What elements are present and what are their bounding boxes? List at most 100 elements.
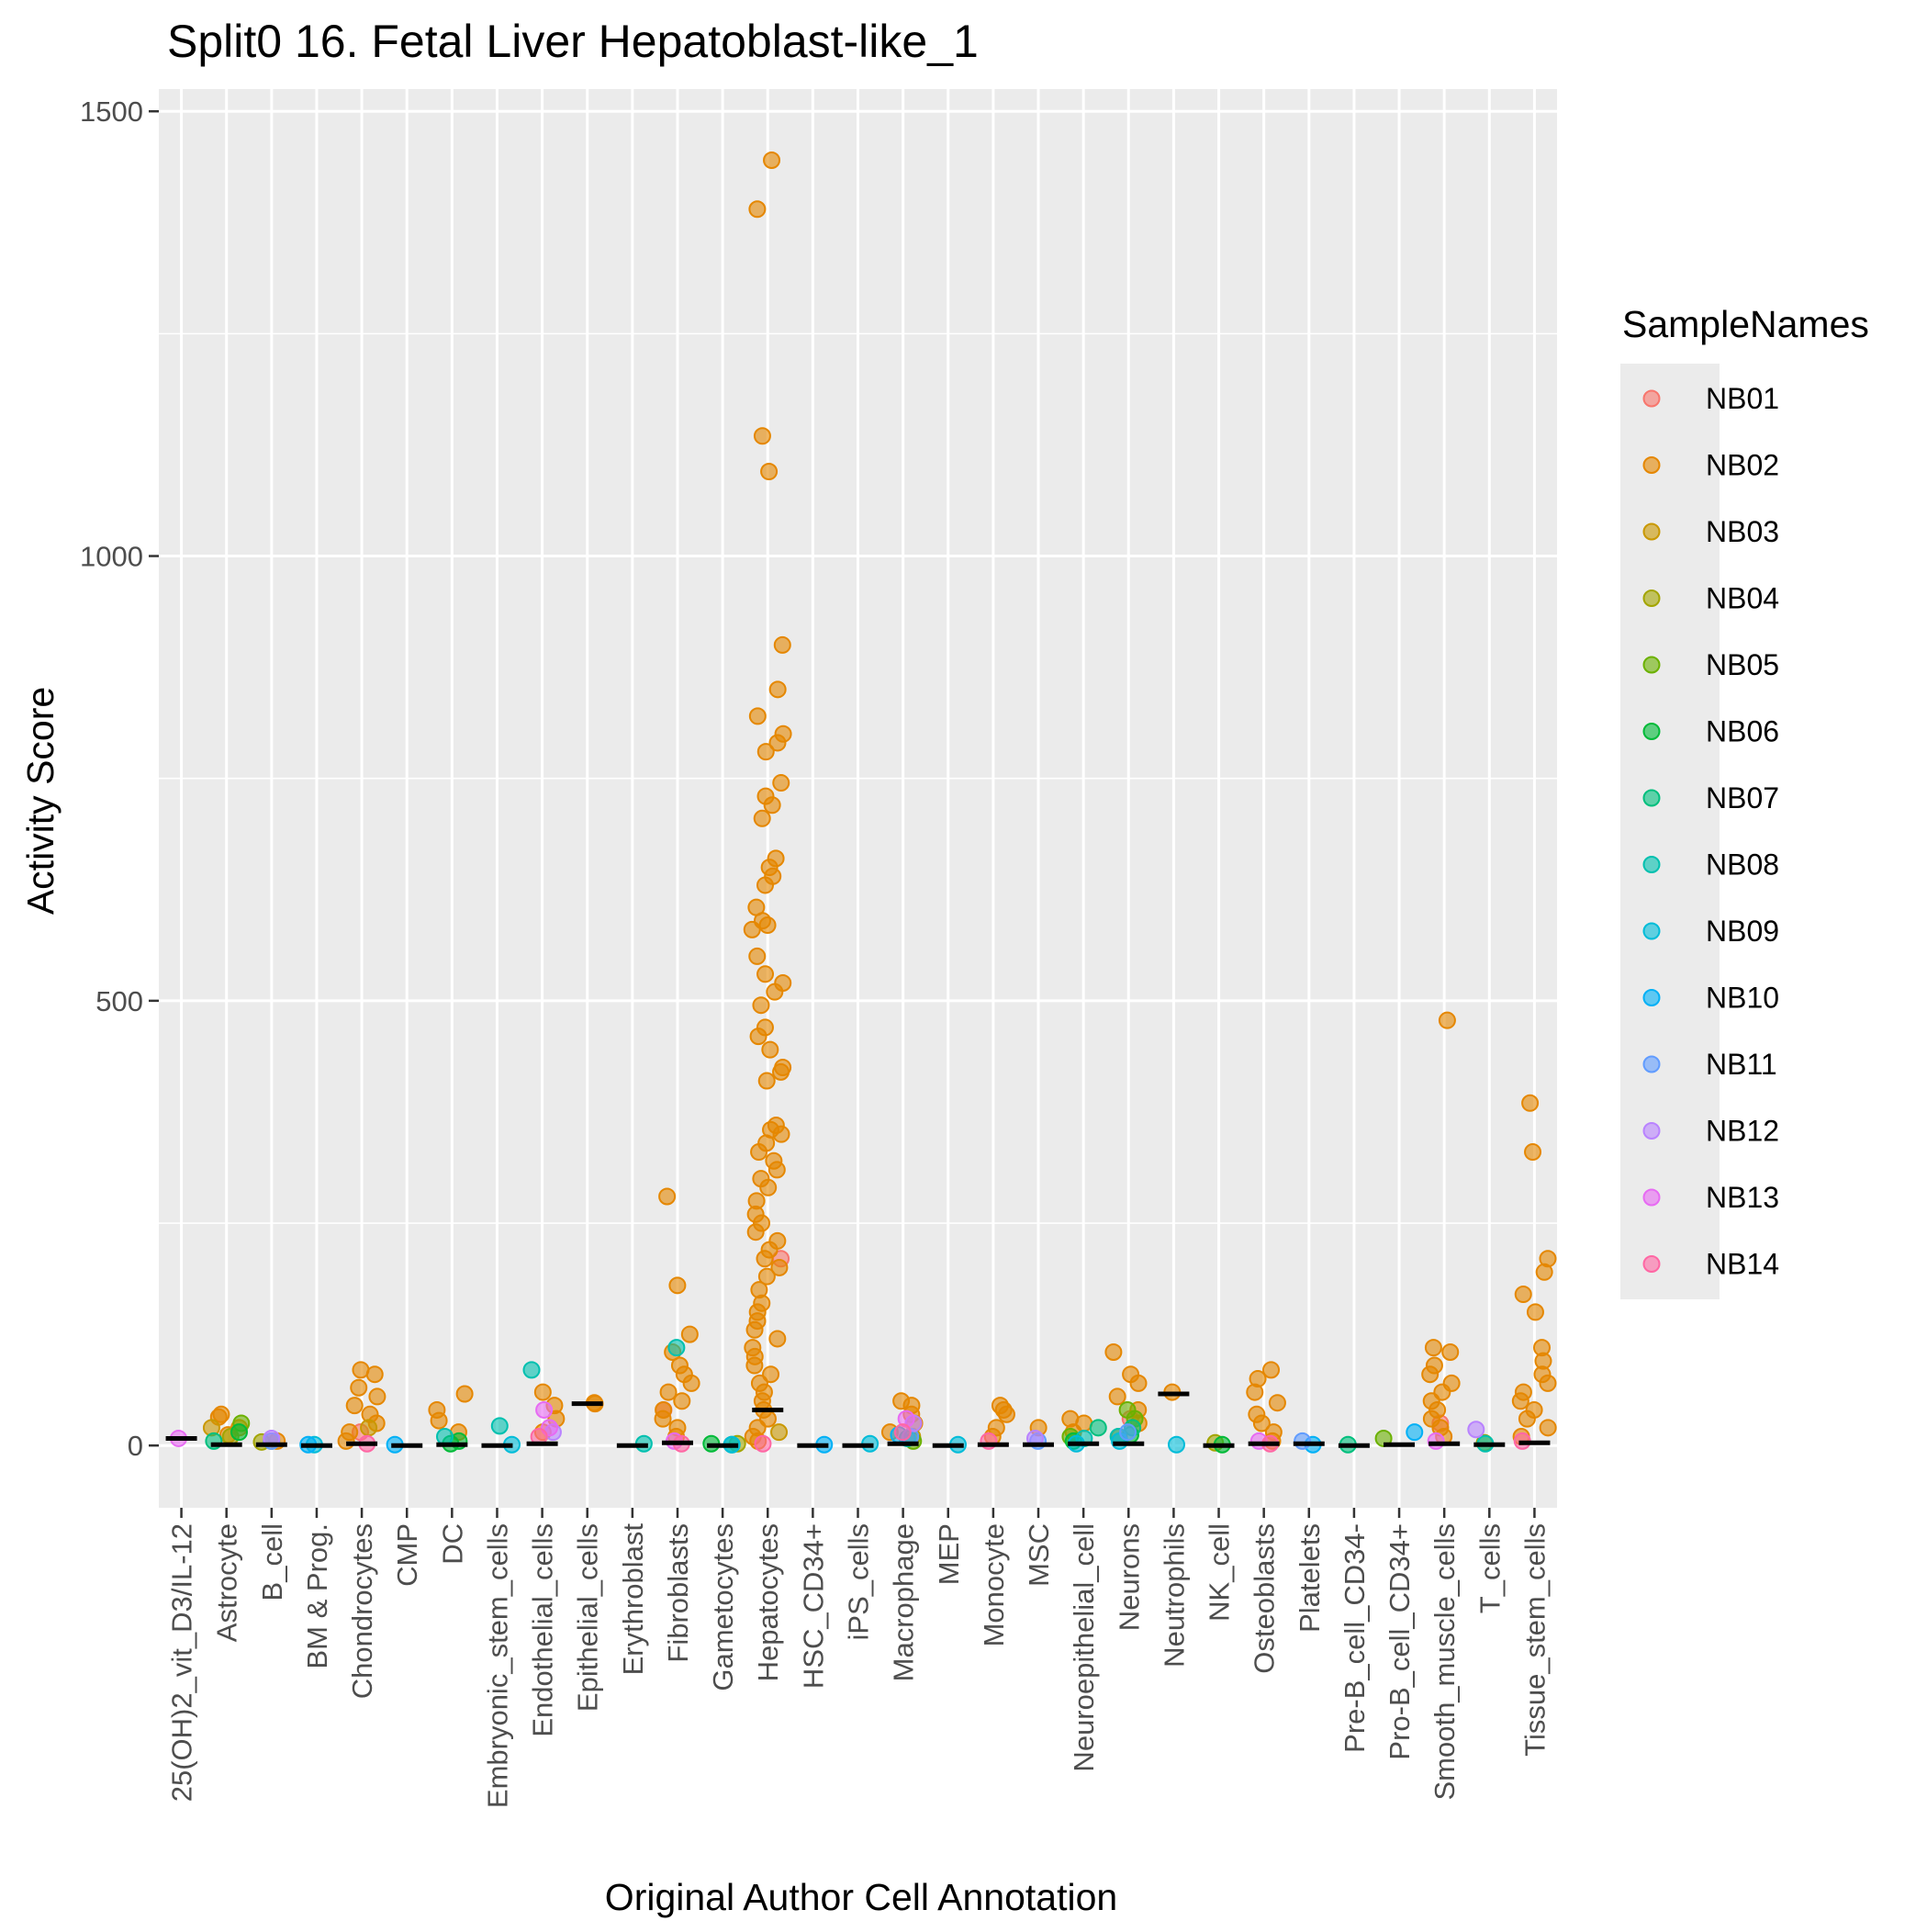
data-point-nb02	[749, 1028, 767, 1046]
data-point-nb08	[667, 1339, 686, 1357]
legend-key-nb11	[1642, 1055, 1661, 1073]
x-tick-label: Osteoblasts	[1249, 1523, 1281, 1674]
legend-key-nb04	[1642, 590, 1661, 607]
legend-key-nb08	[1642, 856, 1661, 873]
data-point-nb08	[490, 1417, 509, 1435]
legend-key-nb13	[1642, 1188, 1661, 1207]
data-point-nb02	[430, 1411, 448, 1430]
x-tick-label: Neurons	[1113, 1523, 1145, 1631]
x-tick-label: Epithelial_cells	[572, 1523, 604, 1712]
data-point-nb02	[762, 1365, 780, 1384]
data-point-nb02	[1246, 1383, 1264, 1401]
data-point-nb02	[1262, 1361, 1281, 1379]
data-point-nb02	[455, 1385, 474, 1403]
x-tick-label: Fibroblasts	[662, 1523, 694, 1663]
x-tick-label: Pre-B_cell_CD34-	[1339, 1523, 1371, 1753]
legend-label-nb10: NB10	[1706, 982, 1779, 1015]
data-point-nb02	[368, 1387, 387, 1406]
data-point-nb13	[535, 1400, 554, 1419]
legend-label-nb14: NB14	[1706, 1248, 1779, 1281]
data-point-nb02	[770, 1258, 789, 1276]
x-tick-label: Chondrocytes	[346, 1523, 378, 1699]
legend-label-nb05: NB05	[1706, 648, 1779, 681]
y-tick-label: 500	[95, 985, 143, 1017]
data-point-nb11	[1294, 1432, 1312, 1450]
data-point-nb02	[533, 1383, 552, 1401]
data-point-nb08	[522, 1361, 541, 1379]
data-point-nb02	[1421, 1365, 1440, 1384]
data-point-nb02	[773, 635, 791, 654]
data-point-nb14	[893, 1423, 912, 1442]
data-point-nb02	[658, 1187, 677, 1206]
data-point-nb02	[753, 427, 771, 445]
data-point-nb02	[1438, 1011, 1456, 1029]
legend-key-nb12	[1642, 1122, 1661, 1140]
x-tick-label: Erythroblast	[617, 1523, 649, 1676]
x-tick-label: Platelets	[1294, 1523, 1326, 1633]
legend-label-nb01: NB01	[1706, 382, 1779, 415]
data-point-nb02	[1526, 1303, 1544, 1321]
data-point-nb02	[1514, 1286, 1532, 1304]
legend-label-nb02: NB02	[1706, 449, 1779, 482]
data-point-nb02	[750, 1143, 768, 1162]
data-point-nb02	[1518, 1410, 1536, 1428]
data-point-nb02	[1441, 1342, 1460, 1361]
data-point-nb02	[756, 965, 775, 983]
data-point-nb02	[763, 151, 781, 169]
axes: 0 500 1000 1500 25(OH)2_vit_D3/IL-12 Astrocyt…	[80, 95, 1551, 1808]
x-tick-label: HSC_CD34+	[797, 1523, 829, 1689]
x-axis-title: Original Author Cell Annotation	[605, 1876, 1117, 1918]
legend-key-nb01	[1642, 389, 1661, 408]
x-tick-label: Endothelial_cells	[527, 1523, 559, 1737]
data-point-nb02	[745, 1356, 764, 1375]
data-point-nb02	[758, 916, 777, 935]
data-point-nb02	[748, 200, 767, 219]
legend-key-nb03	[1642, 522, 1661, 541]
data-point-nb02	[1268, 1394, 1286, 1412]
data-point-nb02	[760, 463, 779, 481]
x-tick-label: NK_cell	[1204, 1523, 1236, 1622]
legend-key-nb14	[1642, 1255, 1661, 1273]
legend-label-nb12: NB12	[1706, 1115, 1779, 1148]
plot-panel	[159, 89, 1557, 1508]
data-point-nb03	[360, 1419, 378, 1437]
legend-label-nb03: NB03	[1706, 515, 1779, 548]
data-point-nb12	[1467, 1421, 1485, 1439]
x-tick-label: 25(OH)2_vit_D3/IL-12	[166, 1523, 198, 1802]
legend-label-nb06: NB06	[1706, 715, 1779, 748]
legend-key-nb06	[1642, 723, 1661, 740]
data-point-nb02	[365, 1365, 384, 1384]
x-tick-label: iPS_cells	[843, 1523, 875, 1641]
data-point-nb02	[345, 1397, 364, 1415]
data-point-nb02	[1104, 1342, 1123, 1361]
data-point-nb09	[1168, 1435, 1186, 1454]
legend: SampleNames NB01 NB02 NB03 NB04 NB05 NB06 NB07…	[1620, 303, 1869, 1299]
x-tick-label: Monocyte	[978, 1523, 1010, 1646]
data-point-nb02	[748, 707, 767, 725]
data-point-nb02	[768, 1330, 787, 1348]
data-point-nb02	[748, 947, 767, 965]
data-point-nb02	[1424, 1339, 1442, 1357]
x-tick-label: Pro-B_cell_CD34+	[1384, 1523, 1416, 1760]
legend-key-background	[1620, 364, 1720, 1299]
data-point-nb02	[772, 1062, 790, 1081]
data-point-nb02	[668, 1276, 687, 1295]
data-point-nb02	[1535, 1263, 1553, 1281]
x-tick-label: Embryonic_stem_cells	[481, 1523, 513, 1808]
data-point-nb02	[756, 1250, 774, 1268]
data-point-nb10	[1406, 1423, 1424, 1442]
data-point-nb02	[659, 1383, 678, 1401]
data-point-nb02	[997, 1405, 1015, 1423]
data-point-nb02	[772, 774, 790, 792]
data-point-nb02	[763, 796, 781, 814]
legend-title: SampleNames	[1622, 303, 1869, 345]
x-tick-label: B_cell	[256, 1523, 288, 1601]
data-point-nb02	[757, 1072, 776, 1090]
data-point-nb02	[752, 996, 770, 1015]
x-tick-label: Hepatocytes	[752, 1523, 784, 1681]
y-axis-title: Activity Score	[19, 687, 62, 915]
legend-label-nb08: NB08	[1706, 848, 1779, 882]
data-point-nb02	[767, 1161, 786, 1179]
data-point-nb02	[1129, 1374, 1148, 1392]
